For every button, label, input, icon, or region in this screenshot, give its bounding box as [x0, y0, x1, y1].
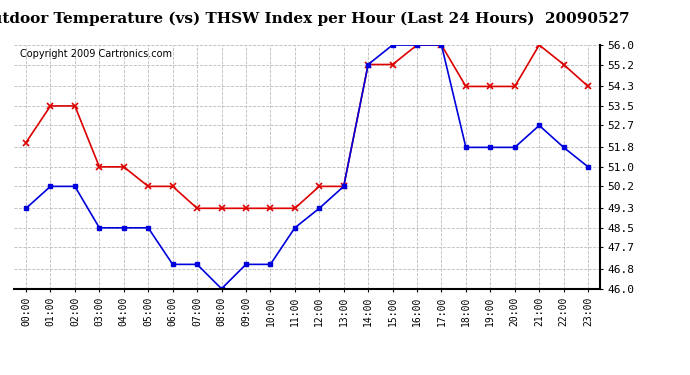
- Text: Outdoor Temperature (vs) THSW Index per Hour (Last 24 Hours)  20090527: Outdoor Temperature (vs) THSW Index per …: [0, 11, 629, 26]
- Text: Copyright 2009 Cartronics.com: Copyright 2009 Cartronics.com: [19, 49, 172, 58]
